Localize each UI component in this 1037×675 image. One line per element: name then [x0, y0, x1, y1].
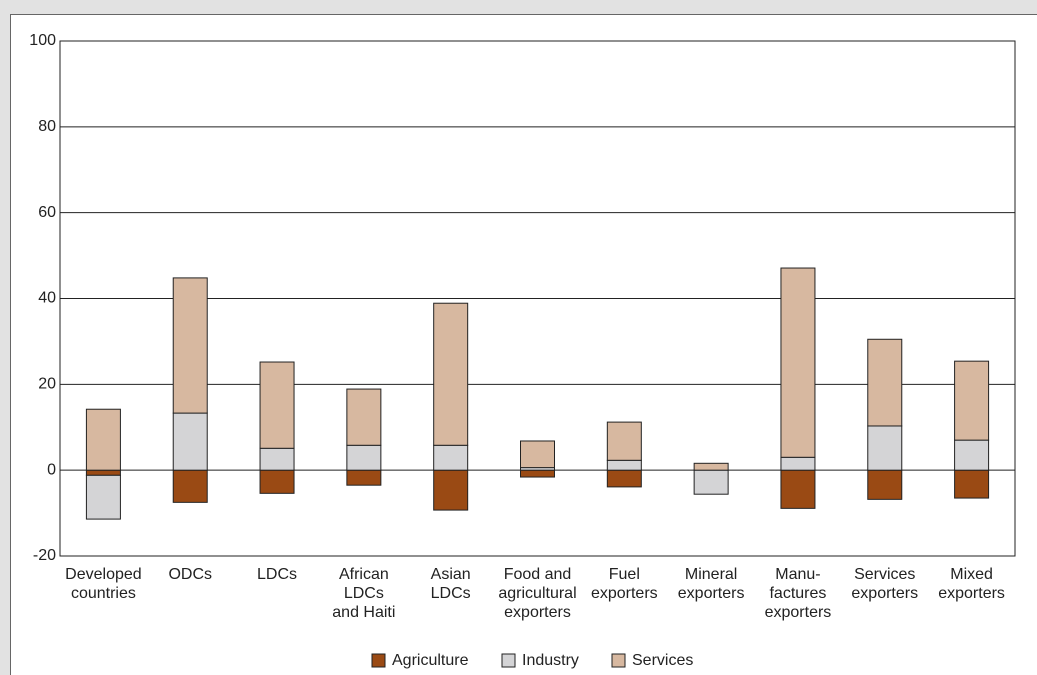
bar-segment [259, 361, 295, 449]
x-tick-label: Manu- factures exporters [764, 566, 832, 621]
x-tick-label: Services exporters [851, 566, 919, 602]
x-tick-label: Asian LDCs [430, 566, 471, 602]
bar-segment [867, 338, 903, 427]
bar-segment [606, 469, 642, 488]
bar-segment [520, 469, 555, 478]
bar-segment [433, 469, 469, 511]
y-tick-label: 100 [29, 32, 56, 49]
bar-segment [780, 267, 816, 458]
bar-segment [85, 469, 121, 476]
bar-segment [867, 469, 903, 500]
legend-label: Industry [522, 652, 579, 669]
bar-segment [954, 439, 990, 471]
y-tick-label: 80 [38, 118, 56, 135]
bar-segment [520, 440, 555, 469]
bar-segment [780, 456, 816, 471]
x-tick-label: Developed countries [65, 566, 142, 602]
bar-segment [259, 469, 295, 494]
bar-segment [954, 469, 990, 499]
x-tick-label: LDCs [257, 566, 298, 583]
bar-segment [780, 469, 816, 509]
y-tick-label: 0 [47, 461, 56, 478]
x-tick-label: Fuel exporters [590, 566, 658, 602]
x-tick-label: African LDCs and Haiti [332, 566, 396, 621]
bar-segment [867, 425, 903, 471]
x-tick-label: Food and agricultural exporters [498, 566, 577, 621]
y-tick-label: 60 [38, 204, 56, 221]
bar-segment [172, 412, 208, 471]
bar-segment [259, 447, 295, 471]
bar-segment [172, 469, 208, 503]
bar-segment [346, 469, 382, 486]
bar-segment [346, 388, 382, 446]
y-tick-label: -20 [33, 547, 56, 564]
bar-segment [172, 277, 208, 414]
x-tick-label: Mineral exporters [677, 566, 745, 602]
legend-swatch [371, 653, 386, 668]
bar-segment [85, 474, 121, 520]
bar-segment [606, 421, 642, 461]
bar-segment [346, 444, 382, 471]
bar-segment [433, 444, 469, 471]
bar-segment [954, 360, 990, 441]
x-tick-label: ODCs [168, 566, 212, 583]
bar-segment [693, 469, 729, 495]
plot-frame [59, 40, 1016, 557]
legend-label: Services [632, 652, 693, 669]
legend-label: Agriculture [392, 652, 469, 669]
y-tick-label: 20 [38, 376, 56, 393]
bar-segment [693, 462, 729, 471]
legend-swatch [501, 653, 516, 668]
bar-segment [433, 302, 469, 446]
bar-segment [606, 459, 642, 471]
legend-swatch [611, 653, 626, 668]
x-tick-label: Mixed exporters [938, 566, 1005, 602]
bar-segment [85, 408, 121, 471]
y-tick-label: 40 [38, 290, 56, 307]
